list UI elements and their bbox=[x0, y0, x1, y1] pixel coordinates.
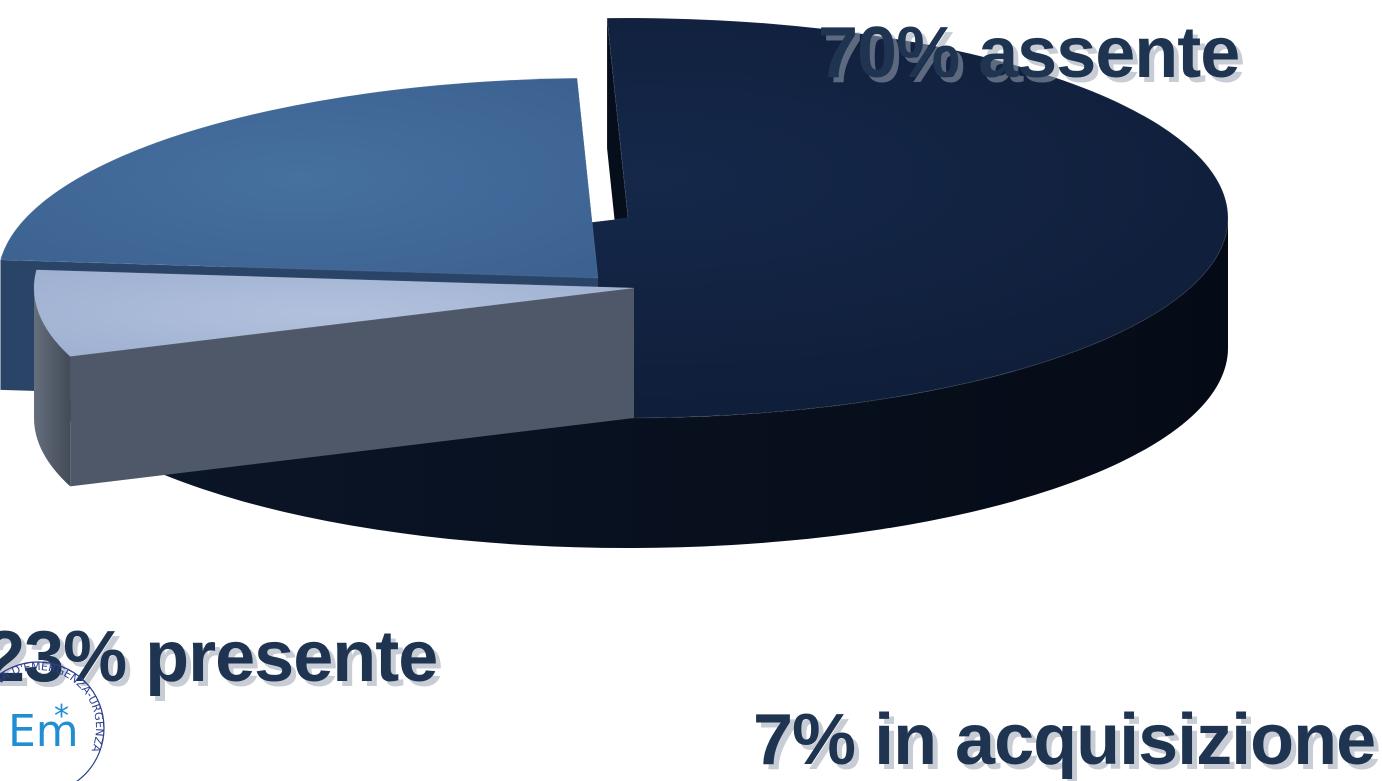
slice-assente-side bbox=[64, 218, 1228, 548]
label-in-acquisizione-shadow: 7% in acquisizione bbox=[758, 705, 1380, 781]
slice-in-acquisizione-top bbox=[33, 269, 635, 357]
logo-ring bbox=[0, 661, 105, 781]
logo-mark: Em bbox=[8, 706, 79, 757]
label-assente-shadow: 70% assente bbox=[823, 18, 1244, 98]
slice-in-acquisizione bbox=[33, 269, 635, 487]
slice-in-acquisizione-side bbox=[34, 288, 71, 487]
sim-eu-logo: MEDICINA D'EMERGENZA-URGENZA Em * bbox=[0, 660, 106, 781]
logo-star-icon: * bbox=[54, 699, 69, 734]
data-label-in-acquisizione: 7% in acquisizione bbox=[753, 700, 1375, 780]
data-label-presente: 23% presente bbox=[0, 617, 437, 697]
data-label-assente: 70% assente bbox=[818, 13, 1239, 93]
slice-presente-top bbox=[0, 77, 599, 279]
label-presente-shadow: 23% presente bbox=[0, 622, 442, 702]
